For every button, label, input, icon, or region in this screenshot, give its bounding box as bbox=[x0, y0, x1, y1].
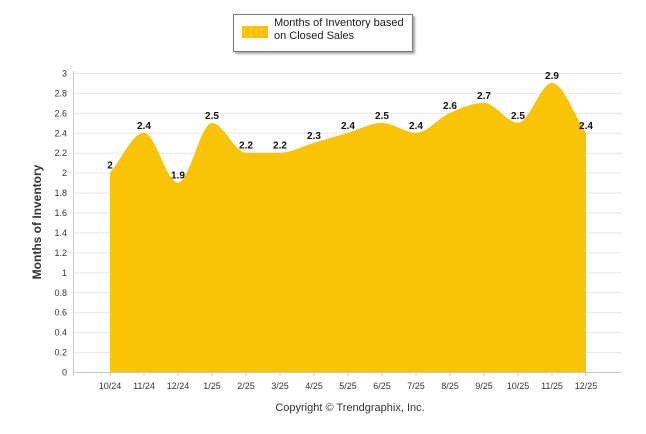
x-tick-label: 7/25 bbox=[407, 381, 425, 391]
x-tick-label: 12/24 bbox=[167, 381, 190, 391]
legend-label: Months of Inventory based on Closed Sale… bbox=[274, 17, 404, 42]
y-tick-label: 1 bbox=[62, 268, 67, 278]
y-tick-label: 2 bbox=[62, 168, 67, 178]
data-label: 2.5 bbox=[511, 111, 525, 122]
data-label: 2.4 bbox=[341, 121, 355, 132]
data-label: 2.2 bbox=[273, 141, 287, 152]
x-tick-label: 5/25 bbox=[339, 381, 357, 391]
y-tick-label: 2.4 bbox=[54, 128, 67, 138]
y-tick-label: 3 bbox=[62, 69, 67, 79]
x-tick-label: 8/25 bbox=[441, 381, 459, 391]
x-tick-label: 4/25 bbox=[305, 381, 323, 391]
area-series bbox=[110, 82, 586, 372]
data-label: 2.7 bbox=[477, 91, 491, 102]
data-labels: 2 2.4 1.9 2.5 2.2 2.2 2.3 2.4 2.5 2.4 2.6 2.7 2.5 2.9… bbox=[107, 71, 593, 182]
x-axis-ticks: 10/24 11/24 12/24 1/25 2/25 3/25 4/25 5/25 6/25 7… bbox=[99, 372, 598, 391]
x-tick-label: 3/25 bbox=[271, 381, 289, 391]
data-label: 2 bbox=[107, 161, 113, 172]
y-tick-label: 0.6 bbox=[54, 308, 67, 318]
y-tick-label: 1.6 bbox=[54, 208, 67, 218]
y-tick-label: 0.4 bbox=[54, 328, 67, 338]
y-tick-label: 1.2 bbox=[54, 248, 67, 258]
y-tick-label: 2.8 bbox=[54, 88, 67, 98]
data-label: 2.4 bbox=[579, 121, 593, 132]
x-tick-label: 6/25 bbox=[373, 381, 391, 391]
legend-swatch bbox=[242, 26, 268, 38]
x-tick-label: 11/25 bbox=[541, 381, 563, 391]
y-tick-label: 0.8 bbox=[54, 288, 67, 298]
legend: Months of Inventory based on Closed Sale… bbox=[233, 14, 413, 52]
data-label: 2.9 bbox=[545, 71, 559, 82]
data-label: 2.4 bbox=[409, 121, 423, 132]
data-label: 2.2 bbox=[239, 141, 253, 152]
x-tick-label: 10/25 bbox=[507, 381, 530, 391]
data-label: 1.9 bbox=[171, 171, 185, 182]
y-axis-title: Months of Inventory bbox=[30, 164, 44, 280]
y-tick-label: 2.2 bbox=[54, 148, 67, 158]
data-label: 2.3 bbox=[307, 131, 321, 142]
y-axis-ticks: 0 0.2 0.4 0.6 0.8 1 1.2 1.4 1.6 1.8 2 2.2 2.4 2.6 2.8 3 bbox=[54, 69, 67, 378]
x-tick-label: 12/25 bbox=[575, 381, 598, 391]
x-tick-label: 10/24 bbox=[99, 381, 122, 391]
data-label: 2.5 bbox=[375, 111, 389, 122]
data-label: 2.4 bbox=[137, 121, 151, 132]
data-label: 2.6 bbox=[443, 101, 457, 112]
y-tick-label: 2.6 bbox=[54, 108, 67, 118]
area-fill bbox=[110, 82, 586, 372]
x-tick-label: 1/25 bbox=[203, 381, 221, 391]
copyright-footer: Copyright © Trendgraphix, Inc. bbox=[275, 402, 425, 414]
y-tick-label: 0 bbox=[62, 368, 67, 378]
y-tick-label: 1.8 bbox=[54, 188, 67, 198]
y-tick-label: 1.4 bbox=[54, 228, 67, 238]
x-tick-label: 11/24 bbox=[133, 381, 155, 391]
y-tick-label: 0.2 bbox=[54, 348, 67, 358]
x-tick-label: 9/25 bbox=[475, 381, 493, 391]
x-tick-label: 2/25 bbox=[237, 381, 255, 391]
data-label: 2.5 bbox=[205, 111, 219, 122]
